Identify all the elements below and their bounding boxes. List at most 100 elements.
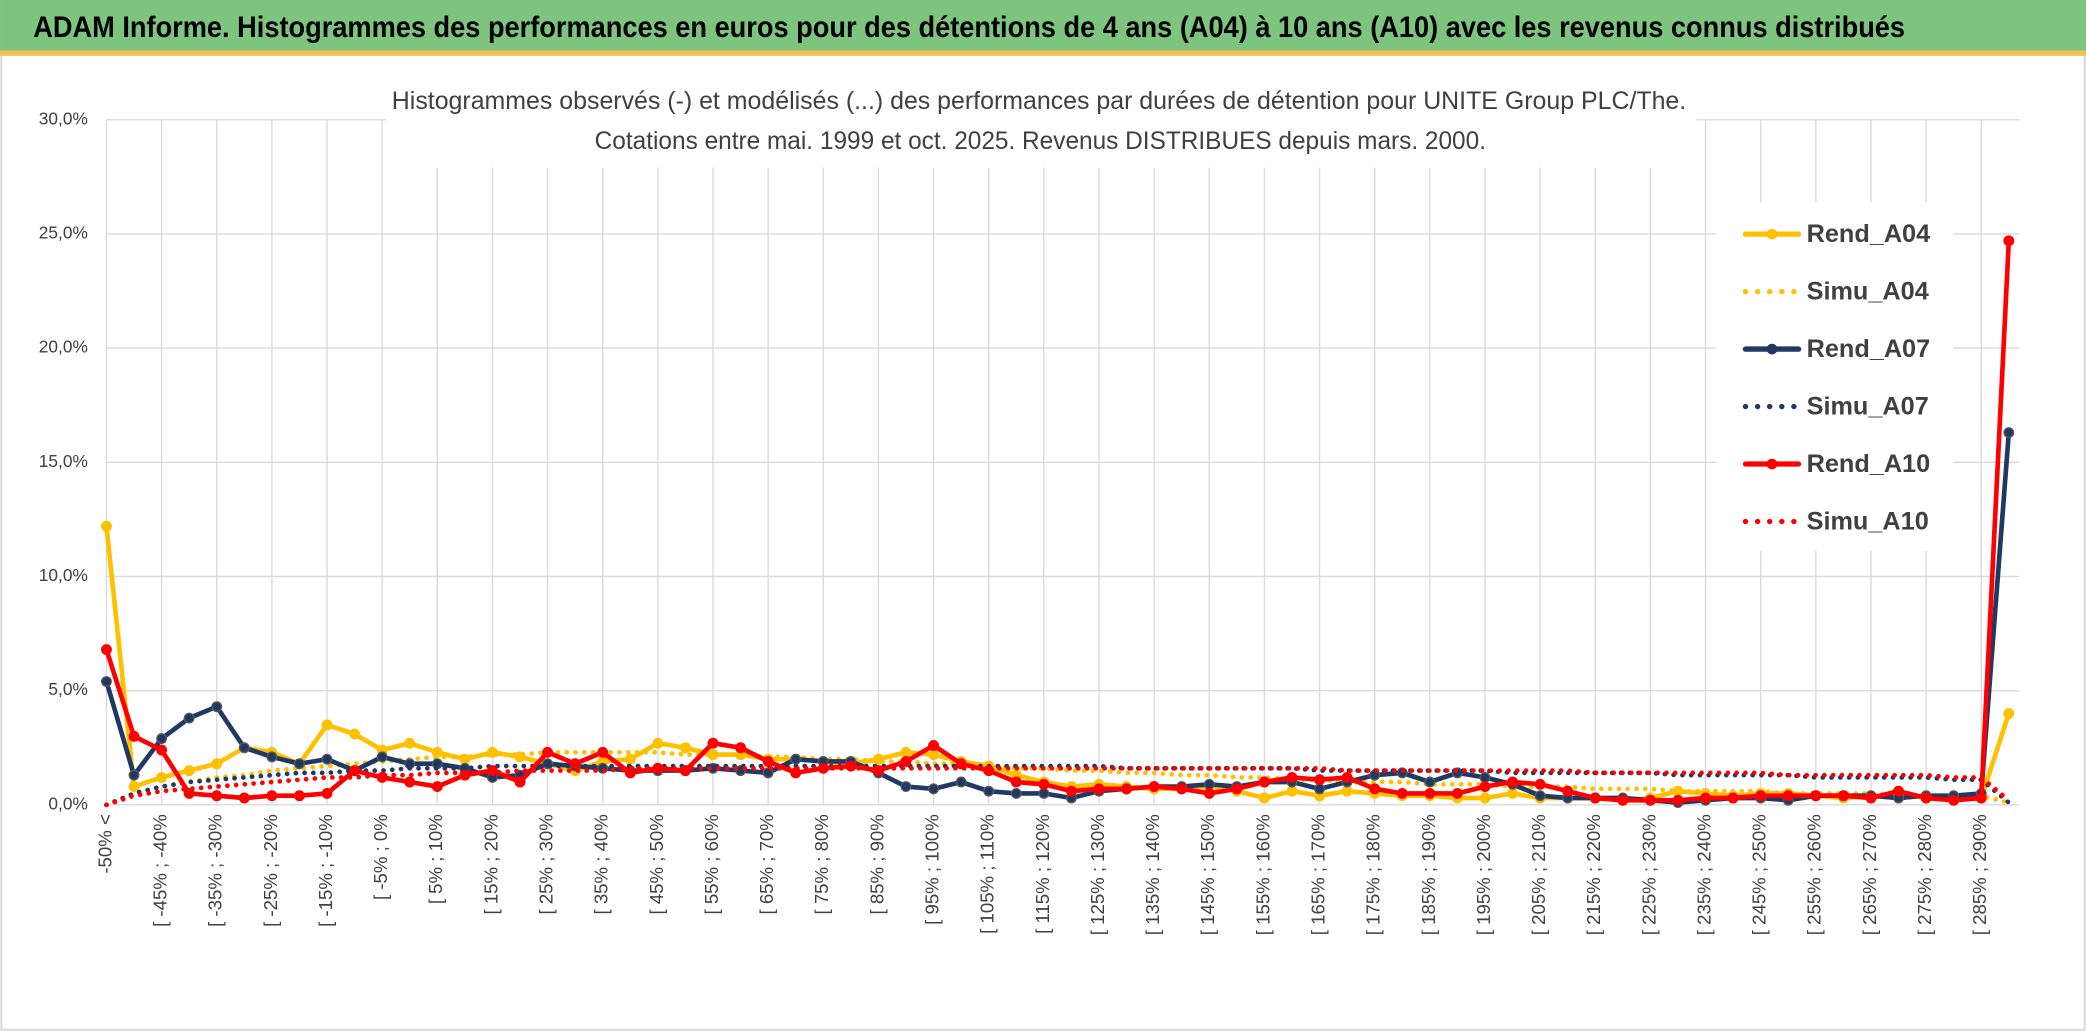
x-tick-label: [ 195% ; 200% [1473, 814, 1494, 935]
legend-marker [1766, 228, 1778, 240]
x-tick-label: [ 5% ; 10% [425, 814, 446, 904]
header-title: ADAM Informe. Histogrammes des performan… [33, 12, 1905, 44]
data-point [1314, 774, 1326, 786]
data-point [900, 756, 912, 767]
data-point [542, 746, 554, 758]
x-tick-label: [ -15% ; -10% [315, 814, 336, 927]
data-point [1727, 792, 1739, 804]
data-point [928, 740, 940, 751]
data-point [1507, 776, 1519, 788]
data-point [569, 758, 581, 770]
data-point [183, 765, 195, 777]
x-tick-label: [ 165% ; 170% [1307, 814, 1328, 935]
data-point [100, 644, 112, 656]
data-point [1589, 792, 1601, 804]
x-tick-label: [ 115% ; 120% [1032, 814, 1053, 934]
data-point [1286, 785, 1298, 797]
data-point [1010, 776, 1022, 788]
x-tick-label: [ -35% ; -30% [205, 814, 226, 927]
data-point [1479, 781, 1491, 793]
data-point [1672, 794, 1684, 806]
x-tick-label: [ 155% ; 160% [1252, 814, 1273, 935]
data-point [900, 746, 912, 758]
data-point [211, 790, 223, 802]
data-point [790, 753, 802, 765]
legend-label: Rend_A07 [1807, 335, 1931, 363]
data-point [1479, 792, 1491, 804]
x-tick-label: [ 275% ; 280% [1914, 814, 1935, 935]
data-point [211, 758, 223, 770]
data-point [1755, 790, 1767, 802]
x-tick-label: [ 185% ; 190% [1418, 814, 1439, 935]
x-tick-label: [ 135% ; 140% [1142, 814, 1163, 935]
data-point [2003, 235, 2015, 247]
chart-title: Histogrammes observés (-) et modélisés (… [392, 87, 1686, 115]
data-point [1203, 787, 1215, 799]
data-point [1975, 792, 1987, 804]
legend-label: Simu_A04 [1807, 278, 1929, 306]
data-point [100, 520, 112, 532]
data-point [1038, 787, 1050, 799]
data-point [928, 783, 940, 795]
data-point [983, 785, 995, 797]
legend-label: Simu_A07 [1807, 393, 1929, 421]
data-point [1893, 785, 1904, 797]
data-point [514, 776, 526, 788]
data-point [597, 746, 609, 758]
data-point [349, 728, 361, 740]
x-tick-label: [ 205% ; 210% [1528, 814, 1549, 935]
data-point [624, 753, 636, 765]
data-point [266, 790, 278, 802]
data-point [156, 771, 168, 783]
observed-line [104, 523, 2012, 803]
x-tick-label: [ 15% ; 20% [480, 814, 501, 914]
data-point [404, 737, 416, 749]
data-point [1369, 783, 1381, 795]
data-point [735, 742, 747, 754]
x-tick-label: [ 85% ; 90% [866, 814, 887, 914]
legend-marker [1766, 458, 1778, 470]
data-point [1231, 783, 1243, 795]
legend-label: Simu_A10 [1807, 507, 1929, 535]
x-tick-label: [ 225% ; 230% [1638, 814, 1659, 935]
data-point [1203, 778, 1215, 790]
data-point [1534, 790, 1546, 802]
x-tick-label: [ 175% ; 180% [1363, 814, 1384, 935]
data-point [1534, 778, 1546, 790]
legend-label: Rend_A04 [1807, 220, 1931, 248]
x-tick-label: [ 235% ; 240% [1693, 814, 1714, 935]
data-point [652, 737, 664, 749]
data-point [1865, 792, 1877, 804]
data-point [183, 712, 195, 724]
x-tick-label: [ 55% ; 60% [701, 814, 722, 914]
legend-background [1716, 202, 1953, 551]
data-point [928, 749, 940, 761]
data-point [1286, 771, 1298, 783]
x-tick-label: [ 145% ; 150% [1197, 814, 1218, 935]
data-point [1424, 776, 1436, 788]
data-point [679, 742, 691, 754]
data-point [1396, 787, 1408, 799]
header-bar [0, 0, 2086, 54]
y-tick-label: 25,0% [39, 222, 88, 242]
x-tick-label: [ 255% ; 260% [1804, 814, 1825, 935]
data-point [1424, 787, 1436, 799]
y-tick-label: 0,0% [48, 793, 87, 813]
data-point [156, 744, 168, 756]
data-point [1700, 792, 1711, 804]
data-point [1617, 794, 1629, 806]
x-tick-label: [ 265% ; 270% [1859, 814, 1880, 935]
data-point [1644, 794, 1656, 806]
data-point [1920, 792, 1932, 804]
data-point [211, 701, 223, 713]
data-point [1258, 792, 1270, 804]
data-point [293, 758, 305, 770]
data-point [1065, 785, 1077, 797]
data-point [183, 787, 195, 799]
model-line [104, 749, 2012, 808]
data-point [238, 742, 250, 754]
data-point [1562, 785, 1574, 797]
data-point [1782, 790, 1794, 802]
data-point [1010, 787, 1022, 799]
